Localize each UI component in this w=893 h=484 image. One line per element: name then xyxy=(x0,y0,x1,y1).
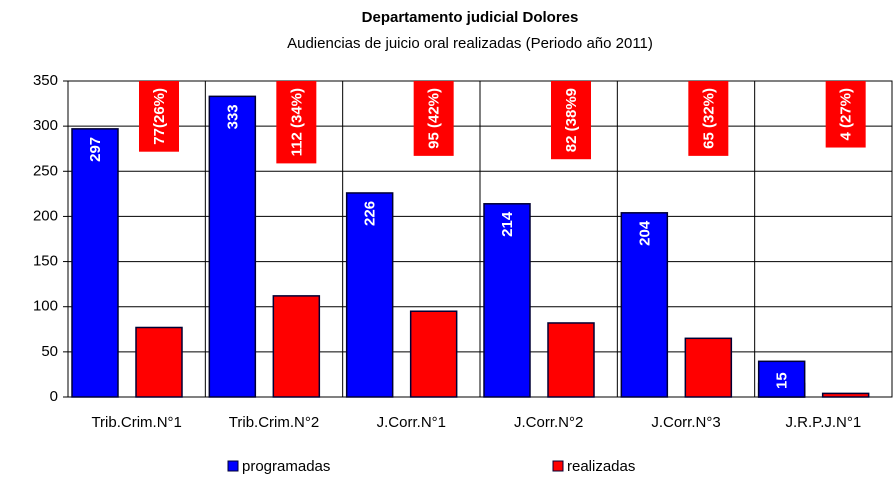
y-tick-label: 50 xyxy=(41,343,58,360)
bar xyxy=(345,192,394,398)
data-label-box xyxy=(757,360,806,398)
legend-label: realizadas xyxy=(567,458,635,475)
x-tick-label: J.Corr.N°1 xyxy=(377,414,446,431)
data-label: 204 xyxy=(636,220,653,246)
x-tick-label: Trib.Crim.N°1 xyxy=(91,414,181,431)
bar xyxy=(135,326,183,398)
chart-subtitle: Audiencias de juicio oral realizadas (Pe… xyxy=(287,35,653,52)
data-label-box xyxy=(276,81,317,164)
data-label: 15 xyxy=(774,372,791,389)
bar xyxy=(208,95,257,398)
y-tick-label: 100 xyxy=(33,298,58,315)
legend-swatch xyxy=(552,460,564,472)
data-label: 65 (32%) xyxy=(700,88,717,149)
data-label-box xyxy=(551,81,591,160)
chart-title: Departamento judicial Dolores xyxy=(362,9,579,26)
y-tick-label: 150 xyxy=(33,253,58,270)
bar xyxy=(547,322,595,398)
legend-swatch xyxy=(227,460,239,472)
data-label: 82 (38%9 xyxy=(563,88,580,152)
bar xyxy=(620,212,669,398)
bar xyxy=(684,337,733,398)
y-tick-label: 250 xyxy=(33,162,58,179)
bar xyxy=(71,128,119,398)
bar xyxy=(272,295,321,398)
data-label: 112 (34%) xyxy=(288,88,305,156)
data-label: 214 xyxy=(499,211,516,237)
data-label-box xyxy=(825,81,866,148)
y-tick-label: 350 xyxy=(33,72,58,89)
data-label-box xyxy=(688,81,729,156)
y-tick-label: 200 xyxy=(33,207,58,224)
data-label: 226 xyxy=(362,201,379,226)
data-label: 77(26%) xyxy=(151,88,168,145)
bar xyxy=(821,392,870,398)
y-tick-label: 0 xyxy=(50,388,58,405)
data-label-box xyxy=(139,81,179,152)
x-tick-label: J.Corr.N°3 xyxy=(651,414,720,431)
bar xyxy=(409,310,458,398)
x-tick-label: J.R.P.J.N°1 xyxy=(785,414,861,431)
data-label: 4 (27%) xyxy=(838,88,855,141)
data-label: 297 xyxy=(87,137,104,162)
legend-label: programadas xyxy=(242,458,330,475)
data-label: 333 xyxy=(224,104,241,129)
data-label-box xyxy=(413,81,454,156)
x-tick-label: J.Corr.N°2 xyxy=(514,414,583,431)
bar xyxy=(483,203,531,398)
data-label: 95 (42%) xyxy=(426,88,443,149)
y-tick-label: 300 xyxy=(33,117,58,134)
plot-border xyxy=(67,80,893,398)
x-tick-label: Trib.Crim.N°2 xyxy=(229,414,319,431)
